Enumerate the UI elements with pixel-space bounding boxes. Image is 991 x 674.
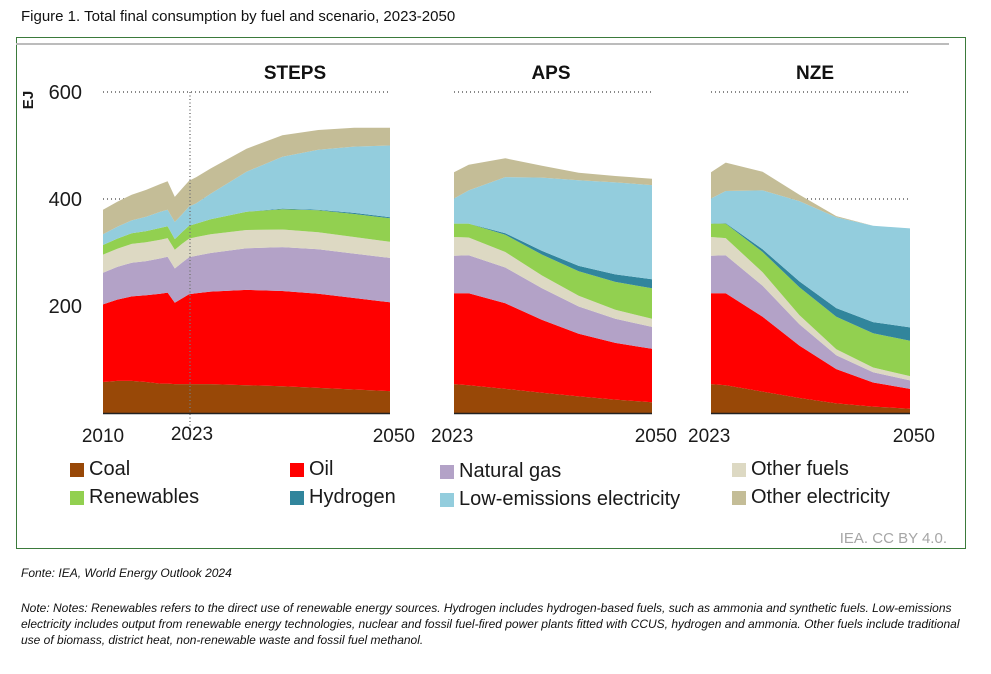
area-nze-hydrogen xyxy=(711,223,910,341)
x-tick-label: 2050 xyxy=(893,426,935,447)
panel-title-aps: APS xyxy=(531,63,570,84)
chart-frame xyxy=(16,37,966,549)
area-steps-other-electricity xyxy=(103,127,390,235)
legend-label: Oil xyxy=(309,458,334,480)
legend-item-low-emissions-electricity: Low-emissions electricity xyxy=(440,488,680,511)
legend-item-coal: Coal xyxy=(70,458,130,481)
note-text: Note: Notes: Renewables refers to the di… xyxy=(21,601,960,647)
legend-swatch xyxy=(732,462,746,477)
legend-label: Coal xyxy=(89,458,131,480)
area-nze-low-emissions-electricity xyxy=(711,190,910,328)
legend-label: Natural gas xyxy=(459,460,562,482)
labels: EJ 200 400 600 STEPS 2010 2023 2050 APS 2023 2050 N… xyxy=(20,63,935,447)
y-axis-label: EJ xyxy=(20,91,37,109)
legend-swatch xyxy=(290,490,304,505)
legend-label: Other electricity xyxy=(751,486,890,508)
legend-item-oil: Oil xyxy=(290,458,333,481)
area-nze-other-electricity xyxy=(711,162,910,229)
area-nze-renewables xyxy=(711,223,910,377)
area-steps-natural-gas xyxy=(103,247,390,305)
area-nze-oil xyxy=(711,293,910,409)
legend-swatch xyxy=(70,462,84,477)
x-tick-label: 2050 xyxy=(373,426,415,447)
area-aps-renewables xyxy=(454,223,652,319)
legend-swatch xyxy=(440,464,454,479)
x-tick-label: 2050 xyxy=(635,426,677,447)
y-tick-label: 600 xyxy=(49,82,82,104)
area-steps-coal xyxy=(103,380,390,413)
legend-swatch xyxy=(732,490,746,505)
area-nze-other-fuels xyxy=(711,237,910,381)
area-aps-hydrogen xyxy=(454,223,652,289)
source-text: Fonte: IEA, World Energy Outlook 2024 xyxy=(21,566,232,580)
x-tick-label: 2010 xyxy=(82,426,124,447)
legend-item-other-electricity: Other electricity xyxy=(732,486,890,509)
legend-swatch xyxy=(290,462,304,477)
frame-top-rule xyxy=(16,43,949,45)
panel-title-nze: NZE xyxy=(796,63,834,84)
legend-label: Hydrogen xyxy=(309,486,396,508)
legend-item-natural-gas: Natural gas xyxy=(440,460,561,483)
area-aps-natural-gas xyxy=(454,255,652,349)
x-tick-label: 2023 xyxy=(171,424,213,445)
legend-label: Renewables xyxy=(89,486,200,508)
x-tick-label: 2023 xyxy=(431,426,473,447)
area-steps-other-fuels xyxy=(103,229,390,273)
chart-svg: EJ 200 400 600 STEPS 2010 2023 2050 APS 2023 2050 N… xyxy=(20,63,935,447)
legend-swatch xyxy=(70,490,84,505)
area-steps-oil xyxy=(103,289,390,392)
area-steps-low-emissions-electricity xyxy=(103,145,390,245)
area-aps-other-fuels xyxy=(454,237,652,327)
panel-title-steps: STEPS xyxy=(264,63,326,84)
y-tick-label: 400 xyxy=(49,189,82,211)
area-nze-natural-gas xyxy=(711,255,910,389)
area-aps-low-emissions-electricity xyxy=(454,177,652,280)
legend-item-other-fuels: Other fuels xyxy=(732,458,849,481)
area-steps-renewables xyxy=(103,209,390,255)
figure-title: Figure 1. Total final consumption by fue… xyxy=(21,8,456,25)
x-tick-label: 2023 xyxy=(688,426,730,447)
stacked-areas xyxy=(103,127,910,413)
area-nze-coal xyxy=(711,384,910,413)
y-tick-label: 200 xyxy=(49,296,82,318)
credit-text: IEA. CC BY 4.0. xyxy=(839,530,947,547)
area-aps-oil xyxy=(454,293,652,403)
area-aps-coal xyxy=(454,384,652,413)
legend-swatch xyxy=(440,492,454,507)
axes xyxy=(103,92,910,441)
legend-item-renewables: Renewables xyxy=(70,486,199,509)
legend-label: Low-emissions electricity xyxy=(459,488,681,510)
area-aps-other-electricity xyxy=(454,158,652,199)
legend-item-hydrogen: Hydrogen xyxy=(290,486,396,509)
legend-label: Other fuels xyxy=(751,458,849,480)
